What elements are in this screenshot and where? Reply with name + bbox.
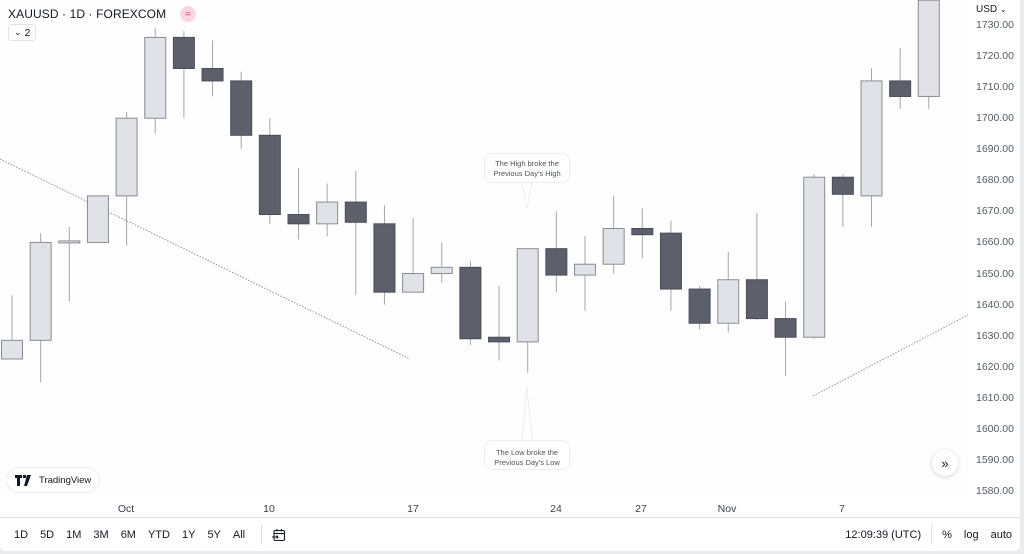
candle[interactable] bbox=[430, 242, 453, 283]
chart-pane[interactable]: XAUUSD · 1D · FOREXCOM ≈ ⌄ 2 The High br… bbox=[0, 0, 968, 500]
price-tick-label: 1700.00 bbox=[976, 112, 1014, 125]
chevron-down-icon: ⌄ bbox=[14, 27, 22, 37]
toolbar-right: 12:09:39 (UTC) % log auto bbox=[845, 519, 1020, 551]
time-tick-label: 27 bbox=[635, 503, 647, 515]
scroll-to-realtime-button[interactable]: » bbox=[932, 450, 958, 476]
price-tick-label: 1640.00 bbox=[976, 298, 1014, 311]
candle[interactable] bbox=[86, 195, 109, 243]
candle[interactable] bbox=[488, 285, 511, 361]
collapse-indicators-button[interactable]: ⌄ 2 bbox=[8, 24, 37, 41]
price-tick-label: 1620.00 bbox=[976, 360, 1014, 373]
candle[interactable] bbox=[631, 208, 654, 258]
high-annotation-text: The High broke the Previous Day's High bbox=[493, 159, 561, 178]
range-5y[interactable]: 5Y bbox=[207, 529, 221, 541]
candle[interactable] bbox=[688, 285, 711, 330]
price-tick-label: 1650.00 bbox=[976, 267, 1014, 280]
candle[interactable] bbox=[115, 111, 138, 246]
candle[interactable] bbox=[1, 295, 23, 360]
price-tick-label: 1670.00 bbox=[976, 205, 1014, 218]
candle[interactable] bbox=[516, 248, 539, 373]
candle[interactable] bbox=[58, 226, 81, 302]
symbol-title[interactable]: XAUUSD · 1D · FOREXCOM bbox=[8, 7, 167, 21]
price-tick-label: 1590.00 bbox=[976, 453, 1014, 466]
candle[interactable] bbox=[659, 220, 682, 311]
candle[interactable] bbox=[230, 71, 253, 150]
toolbar-divider bbox=[931, 525, 933, 545]
time-tick-label: Oct bbox=[117, 503, 135, 515]
time-tick-label: 10 bbox=[263, 503, 275, 515]
candle[interactable] bbox=[459, 261, 482, 345]
price-axis[interactable]: USD ⌄ 1730.00 1720.00 1710.00 1700.00 1690.0… bbox=[968, 0, 1020, 500]
low-annotation-text: The Low broke the Previous Day's Low bbox=[494, 448, 560, 467]
candle[interactable] bbox=[602, 195, 625, 274]
market-status-icon[interactable]: ≈ bbox=[180, 6, 197, 22]
candle[interactable] bbox=[860, 68, 883, 227]
trendline[interactable] bbox=[0, 158, 411, 360]
price-tick-label: 1730.00 bbox=[976, 19, 1014, 31]
time-tick-label: 7 bbox=[839, 503, 845, 515]
percent-scale-toggle[interactable]: % bbox=[942, 529, 952, 541]
candle[interactable] bbox=[889, 48, 912, 109]
range-1d[interactable]: 1D bbox=[14, 529, 29, 541]
candle[interactable] bbox=[774, 301, 797, 377]
price-tick-label: 1720.00 bbox=[976, 50, 1014, 63]
range-all[interactable]: All bbox=[232, 529, 246, 541]
logo-text: TradingView bbox=[39, 474, 92, 486]
candle[interactable] bbox=[402, 217, 425, 293]
currency-label: USD bbox=[976, 4, 998, 15]
log-scale-toggle[interactable]: log bbox=[963, 529, 979, 541]
tradingview-logo-icon bbox=[15, 474, 31, 486]
candle[interactable] bbox=[316, 183, 339, 237]
trendline[interactable] bbox=[812, 314, 968, 397]
candle[interactable] bbox=[831, 174, 854, 227]
indicator-count: 2 bbox=[24, 26, 31, 39]
candlestick-chart[interactable] bbox=[0, 0, 968, 500]
candle[interactable] bbox=[144, 28, 167, 134]
time-tick-label: 17 bbox=[407, 503, 419, 515]
time-tick-label: 24 bbox=[550, 503, 562, 515]
price-tick-label: 1600.00 bbox=[976, 422, 1014, 435]
price-tick-label: 1680.00 bbox=[976, 174, 1014, 187]
price-tick-label: 1710.00 bbox=[976, 81, 1014, 94]
candle[interactable] bbox=[344, 171, 367, 296]
candle[interactable] bbox=[201, 40, 224, 97]
price-tick-label: 1630.00 bbox=[976, 329, 1014, 342]
currency-selector[interactable]: USD ⌄ bbox=[976, 4, 1007, 15]
time-tick-label: Nov bbox=[717, 503, 737, 515]
candle[interactable] bbox=[545, 211, 568, 293]
price-tick-label: 1610.00 bbox=[976, 391, 1014, 404]
double-chevron-right-icon: » bbox=[941, 455, 949, 471]
toolbar-divider bbox=[261, 525, 263, 545]
candle[interactable] bbox=[172, 31, 195, 119]
auto-scale-toggle[interactable]: auto bbox=[990, 529, 1012, 541]
candle[interactable] bbox=[29, 233, 52, 383]
range-1m[interactable]: 1M bbox=[66, 529, 82, 541]
price-tick-label: 1660.00 bbox=[976, 236, 1014, 249]
range-3m[interactable]: 3M bbox=[93, 529, 109, 541]
price-tick-label: 1580.00 bbox=[976, 485, 1014, 497]
range-ytd[interactable]: YTD bbox=[147, 529, 170, 541]
candle[interactable] bbox=[917, 0, 940, 109]
candle[interactable] bbox=[803, 174, 826, 339]
chevron-down-icon: ⌄ bbox=[999, 5, 1007, 14]
candle[interactable] bbox=[574, 236, 596, 311]
bottom-toolbar: 1D 5D 1M 3M 6M YTD 1Y 5Y All 12:09:39 (U… bbox=[0, 519, 1020, 551]
tradingview-logo[interactable]: TradingView bbox=[6, 467, 101, 493]
candle[interactable] bbox=[258, 118, 281, 224]
high-annotation-callout[interactable]: The High broke the Previous Day's High bbox=[484, 153, 570, 183]
low-annotation-callout[interactable]: The Low broke the Previous Day's Low bbox=[484, 440, 570, 470]
candle[interactable] bbox=[373, 205, 396, 305]
range-6m[interactable]: 6M bbox=[120, 529, 136, 541]
clock-timezone[interactable]: 12:09:39 (UTC) bbox=[845, 529, 922, 541]
range-5d[interactable]: 5D bbox=[40, 529, 55, 541]
candle[interactable] bbox=[717, 251, 740, 333]
go-to-date-icon[interactable] bbox=[272, 528, 286, 542]
symbol-header: XAUUSD · 1D · FOREXCOM ≈ bbox=[8, 6, 197, 22]
candle[interactable] bbox=[287, 167, 310, 240]
candle[interactable] bbox=[745, 212, 768, 321]
price-tick-label: 1690.00 bbox=[976, 143, 1014, 156]
range-1y[interactable]: 1Y bbox=[181, 529, 196, 541]
